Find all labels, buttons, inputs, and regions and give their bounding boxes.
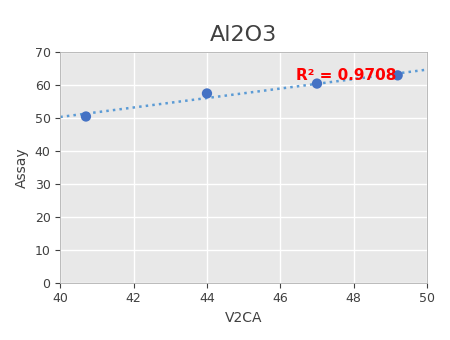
- Y-axis label: Assay: Assay: [15, 147, 29, 188]
- Point: [203, 91, 211, 96]
- X-axis label: V2CA: V2CA: [225, 311, 262, 325]
- Point: [394, 73, 401, 78]
- Point: [82, 114, 90, 119]
- Title: Al2O3: Al2O3: [210, 25, 277, 45]
- Text: R² = 0.9708: R² = 0.9708: [296, 68, 396, 83]
- Point: [313, 81, 320, 86]
